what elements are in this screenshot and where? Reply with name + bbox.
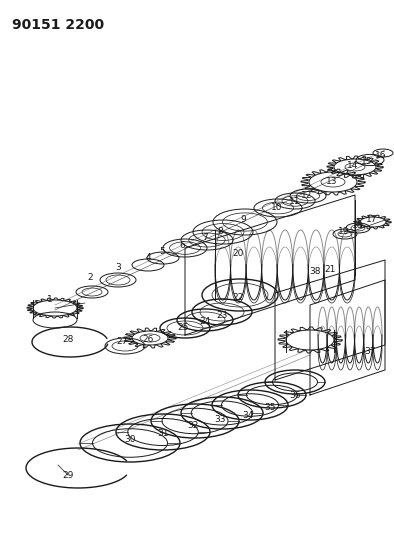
Text: 28: 28: [62, 335, 74, 344]
Text: 4: 4: [145, 254, 151, 262]
Text: 25: 25: [177, 324, 189, 333]
Text: 31: 31: [157, 429, 169, 438]
Text: 17: 17: [366, 215, 378, 224]
Text: 22: 22: [232, 294, 243, 303]
Text: 37: 37: [364, 348, 376, 357]
Text: 1: 1: [47, 295, 53, 304]
Text: 30: 30: [124, 435, 136, 445]
Text: 13: 13: [326, 177, 338, 187]
Text: 34: 34: [242, 410, 254, 419]
Text: 12: 12: [301, 191, 313, 200]
Text: 19: 19: [338, 228, 350, 237]
Text: 14: 14: [348, 161, 359, 171]
Text: 2: 2: [87, 273, 93, 282]
Text: 9: 9: [240, 215, 246, 224]
Text: 27: 27: [116, 337, 128, 346]
Text: 24: 24: [199, 318, 211, 327]
Text: 11: 11: [289, 197, 301, 206]
Text: 5: 5: [159, 247, 165, 256]
Text: 15: 15: [361, 157, 373, 166]
Text: 32: 32: [187, 421, 199, 430]
Text: 38: 38: [309, 268, 321, 277]
Text: 18: 18: [352, 222, 364, 230]
Text: 33: 33: [214, 416, 226, 424]
Text: 20: 20: [232, 248, 243, 257]
Text: 3: 3: [115, 263, 121, 272]
Text: 7: 7: [202, 233, 208, 243]
Text: 26: 26: [142, 335, 154, 344]
Text: 36: 36: [289, 391, 301, 400]
Text: 21: 21: [324, 265, 336, 274]
Text: 90151 2200: 90151 2200: [12, 18, 104, 32]
Text: 10: 10: [271, 203, 283, 212]
Text: 29: 29: [62, 471, 74, 480]
Text: 16: 16: [375, 150, 387, 159]
Text: 23: 23: [216, 311, 228, 319]
Text: 35: 35: [264, 403, 276, 413]
Text: 6: 6: [179, 240, 185, 249]
Text: 8: 8: [217, 227, 223, 236]
